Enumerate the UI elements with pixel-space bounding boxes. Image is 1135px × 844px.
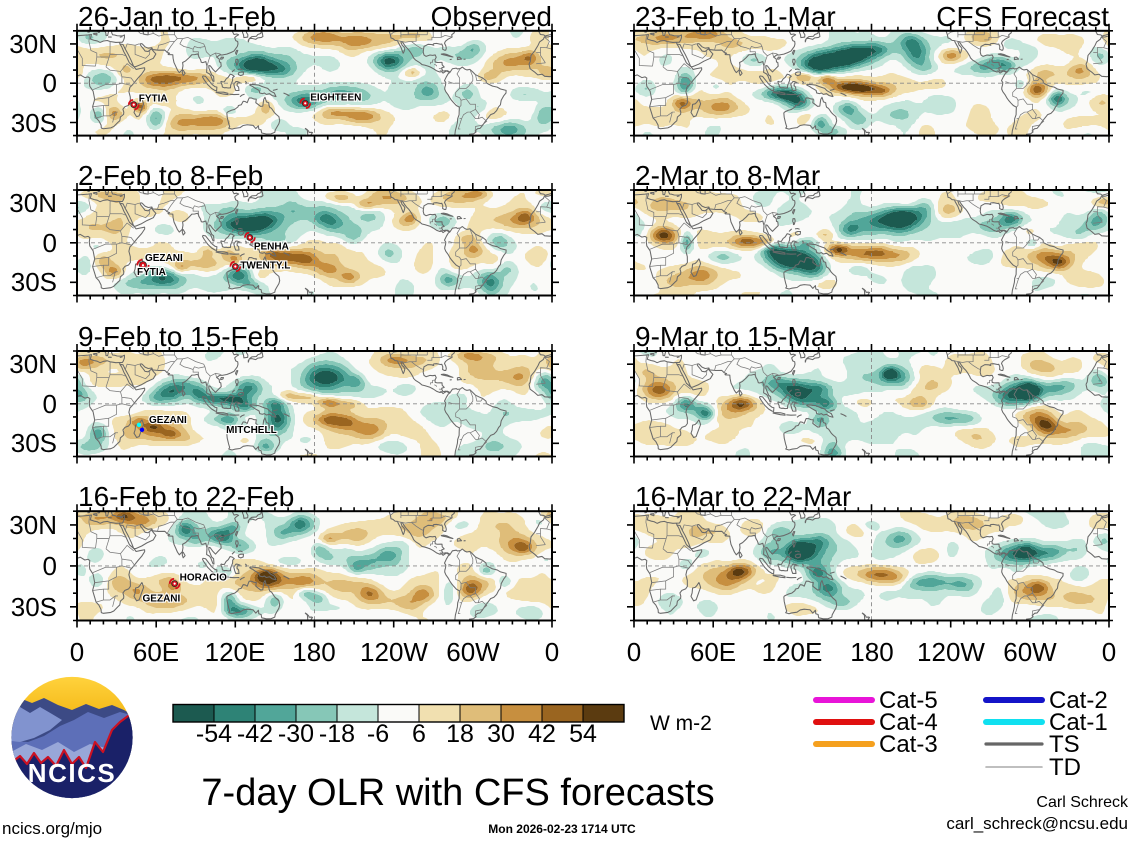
svg-text:30S: 30S <box>11 267 57 297</box>
svg-text:30N: 30N <box>9 349 57 379</box>
svg-text:ncics.org/mjo: ncics.org/mjo <box>2 819 102 838</box>
svg-text:GEZANI: GEZANI <box>145 253 183 264</box>
svg-text:Cat-3: Cat-3 <box>879 731 938 758</box>
svg-text:0: 0 <box>43 389 57 419</box>
svg-text:18: 18 <box>446 720 474 748</box>
svg-text:120E: 120E <box>205 637 266 667</box>
svg-text:0: 0 <box>1102 637 1116 667</box>
svg-text:PENHA: PENHA <box>254 241 289 252</box>
svg-text:0: 0 <box>43 228 57 258</box>
svg-text:-30: -30 <box>278 720 314 748</box>
svg-text:NCICS: NCICS <box>28 758 116 788</box>
svg-text:16-Feb to 22-Feb: 16-Feb to 22-Feb <box>78 481 294 512</box>
svg-text:FYTIA: FYTIA <box>137 267 166 278</box>
svg-text:30S: 30S <box>11 592 57 622</box>
svg-text:Cat-5: Cat-5 <box>879 687 938 714</box>
svg-text:W m-2: W m-2 <box>650 712 712 735</box>
svg-text:Mon 2026-02-23 1714 UTC: Mon 2026-02-23 1714 UTC <box>488 822 636 836</box>
svg-text:9-Feb to 15-Feb: 9-Feb to 15-Feb <box>78 321 279 352</box>
svg-text:carl_schreck@ncsu.edu: carl_schreck@ncsu.edu <box>946 814 1128 833</box>
svg-text:30N: 30N <box>9 510 57 540</box>
svg-text:Cat-2: Cat-2 <box>1049 687 1108 714</box>
svg-text:9-Mar to 15-Mar: 9-Mar to 15-Mar <box>635 321 836 352</box>
svg-text:26-Jan to 1-Feb: 26-Jan to 1-Feb <box>78 1 276 32</box>
svg-text:Observed: Observed <box>431 1 552 32</box>
svg-text:GEZANI: GEZANI <box>143 593 181 604</box>
svg-text:-54: -54 <box>196 720 232 748</box>
svg-text:180: 180 <box>292 637 335 667</box>
svg-text:-6: -6 <box>367 720 389 748</box>
svg-text:120W: 120W <box>360 637 428 667</box>
svg-text:2-Mar to 8-Mar: 2-Mar to 8-Mar <box>635 160 820 191</box>
svg-text:30S: 30S <box>11 428 57 458</box>
svg-text:TS: TS <box>1049 731 1080 758</box>
svg-text:60W: 60W <box>1003 637 1057 667</box>
svg-text:TD: TD <box>1049 754 1081 781</box>
svg-text:16-Mar to 22-Mar: 16-Mar to 22-Mar <box>635 481 851 512</box>
svg-text:2-Feb to 8-Feb: 2-Feb to 8-Feb <box>78 160 263 191</box>
svg-text:30N: 30N <box>9 29 57 59</box>
svg-text:Carl Schreck: Carl Schreck <box>1036 794 1129 811</box>
svg-text:120E: 120E <box>762 637 823 667</box>
svg-text:HORACIO: HORACIO <box>180 573 227 584</box>
svg-text:-18: -18 <box>319 720 355 748</box>
svg-text:0: 0 <box>70 637 84 667</box>
svg-text:7-day OLR with CFS forecasts: 7-day OLR with CFS forecasts <box>201 772 714 814</box>
svg-text:30S: 30S <box>11 108 57 138</box>
svg-text:120W: 120W <box>917 637 985 667</box>
svg-text:60W: 60W <box>446 637 500 667</box>
svg-text:0: 0 <box>43 551 57 581</box>
svg-text:30: 30 <box>487 720 515 748</box>
svg-text:42: 42 <box>528 720 556 748</box>
svg-text:23-Feb to 1-Mar: 23-Feb to 1-Mar <box>635 1 836 32</box>
svg-text:0: 0 <box>627 637 641 667</box>
svg-text:30N: 30N <box>9 188 57 218</box>
svg-text:FYTIA: FYTIA <box>139 94 168 105</box>
svg-text:GEZANI: GEZANI <box>149 415 187 426</box>
svg-text:Cat-4: Cat-4 <box>879 709 938 736</box>
svg-text:EIGHTEEN: EIGHTEEN <box>310 92 361 103</box>
svg-text:0: 0 <box>43 68 57 98</box>
svg-text:MITCHELL: MITCHELL <box>226 425 277 436</box>
svg-text:54: 54 <box>569 720 597 748</box>
svg-text:6: 6 <box>412 720 426 748</box>
svg-text:0: 0 <box>545 637 559 667</box>
svg-text:TWENTY.L: TWENTY.L <box>240 260 290 271</box>
svg-text:180: 180 <box>850 637 893 667</box>
svg-text:CFS Forecast: CFS Forecast <box>936 1 1109 32</box>
svg-text:60E: 60E <box>690 637 736 667</box>
svg-text:Cat-1: Cat-1 <box>1049 709 1108 736</box>
svg-text:60E: 60E <box>133 637 179 667</box>
svg-text:-42: -42 <box>237 720 273 748</box>
